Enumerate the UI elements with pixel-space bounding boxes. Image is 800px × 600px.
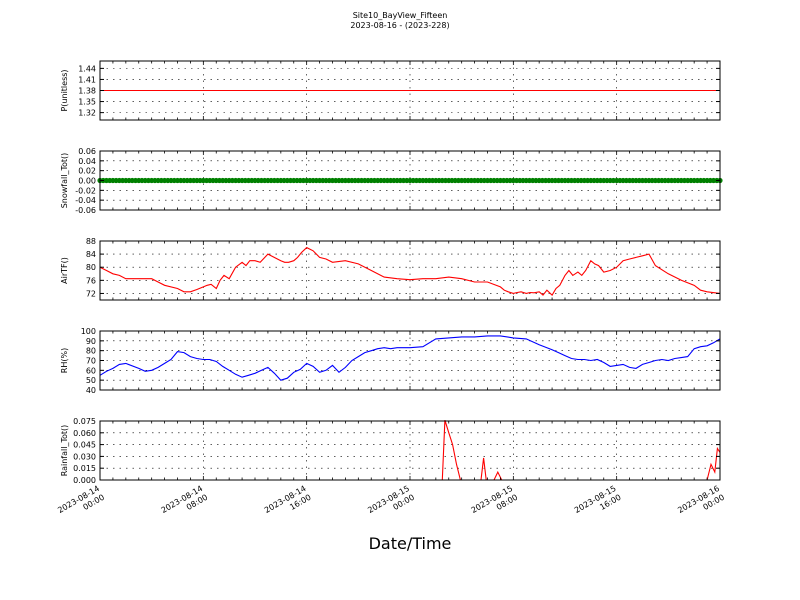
y-tick-label: 70 bbox=[86, 357, 96, 366]
y-tick-label: 72 bbox=[86, 289, 96, 298]
y-tick-label: 0.075 bbox=[73, 417, 96, 426]
y-tick-label: 0.000 bbox=[73, 476, 96, 485]
y-tick-label: 0.06 bbox=[78, 147, 96, 156]
x-tick-label: 2023-08-1508:00 bbox=[470, 484, 520, 524]
y-tick-label: 60 bbox=[86, 366, 96, 375]
y-tick-label: -0.06 bbox=[75, 206, 96, 215]
chart-subtitle: 2023-08-16 - (2023-228) bbox=[350, 21, 450, 30]
y-axis-label: Snowfall_Tot() bbox=[60, 153, 69, 209]
series-line bbox=[100, 420, 721, 481]
y-tick-label: 1.35 bbox=[78, 98, 96, 107]
y-tick-label: 84 bbox=[86, 250, 96, 259]
y-tick-label: 0.045 bbox=[73, 441, 96, 450]
y-tick-label: 0.02 bbox=[78, 167, 96, 176]
y-tick-label: -0.02 bbox=[75, 186, 96, 195]
y-tick-label: 88 bbox=[86, 237, 96, 246]
y-tick-label: 0.060 bbox=[73, 429, 96, 438]
x-tick-label: 2023-08-1400:00 bbox=[56, 484, 106, 524]
x-tick-label: 2023-08-1500:00 bbox=[366, 484, 416, 524]
y-tick-label: 80 bbox=[86, 263, 96, 272]
panel-5: 0.000 0.015 0.030 0.045 0.060 0.075 Rainfall_T… bbox=[60, 417, 721, 485]
panel-3: 72 76 80 84 88 AirTF() bbox=[60, 237, 721, 301]
y-tick-label: 40 bbox=[86, 386, 96, 395]
series-line bbox=[99, 246, 721, 296]
y-axis-label: RH(%) bbox=[60, 348, 69, 373]
y-tick-label: 1.41 bbox=[78, 75, 96, 84]
y-tick-label: 1.32 bbox=[78, 109, 96, 118]
x-tick-label: 2023-08-1408:00 bbox=[160, 484, 210, 524]
y-tick-label: 1.38 bbox=[78, 87, 96, 96]
y-tick-label: 0.030 bbox=[73, 452, 96, 461]
y-tick-label: 1.44 bbox=[78, 64, 96, 73]
y-tick-label: 76 bbox=[86, 276, 96, 285]
x-axis-label: Date/Time bbox=[368, 534, 452, 553]
chart-title: Site10_BayView_Fifteen bbox=[352, 11, 448, 20]
y-tick-label: 50 bbox=[86, 376, 96, 385]
y-tick-label: 100 bbox=[81, 327, 96, 336]
x-tick-label: 2023-08-1516:00 bbox=[573, 484, 623, 524]
x-tick-label: 2023-08-1600:00 bbox=[676, 484, 726, 524]
y-axis-label: Rainfall_Tot() bbox=[60, 425, 69, 477]
series-markers bbox=[97, 177, 723, 184]
x-tick-labels: 2023-08-1400:00 2023-08-1408:00 2023-08-14… bbox=[56, 484, 726, 524]
y-tick-label: -0.04 bbox=[75, 196, 96, 205]
y-tick-label: 80 bbox=[86, 347, 96, 356]
y-tick-label: 90 bbox=[86, 337, 96, 346]
series-line bbox=[99, 335, 721, 381]
y-tick-label: 0.015 bbox=[73, 464, 96, 473]
y-axis-label: P(unitless) bbox=[60, 69, 69, 111]
y-axis-label: AirTF() bbox=[60, 257, 69, 284]
panel-2: -0.06-0.04-0.020.000.020.040.06 Snowfall_… bbox=[60, 147, 723, 215]
axes-frame bbox=[99, 420, 721, 481]
x-tick-label: 2023-08-1416:00 bbox=[263, 484, 313, 524]
panel-1: 1.32 1.35 1.38 1.41 1.44 P(unitless) bbox=[60, 60, 721, 121]
y-tick-label: 0.04 bbox=[78, 157, 96, 166]
y-tick-label: 0.00 bbox=[78, 177, 96, 186]
